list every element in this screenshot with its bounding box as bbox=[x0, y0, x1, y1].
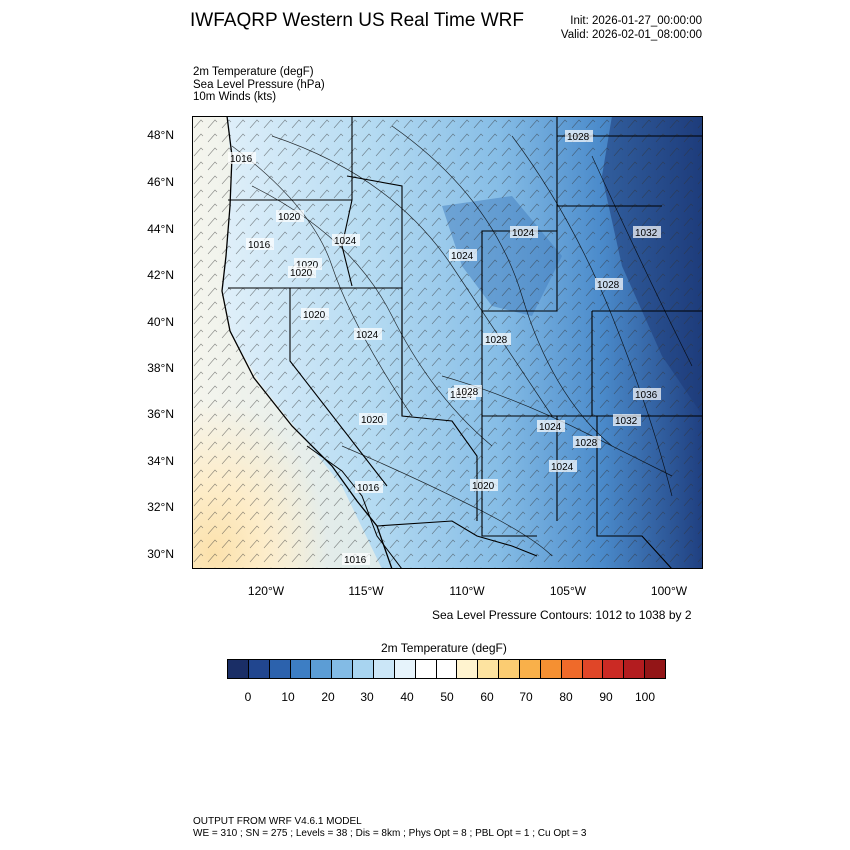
map-frame bbox=[192, 116, 703, 569]
colorbar-tick: 70 bbox=[519, 690, 533, 704]
lon-label: 110°W bbox=[449, 584, 485, 598]
contour-label: 1024 bbox=[551, 462, 574, 473]
field-pressure: Sea Level Pressure (hPa) bbox=[193, 78, 325, 91]
colorbar-tick: 0 bbox=[244, 690, 252, 704]
slp-contour-note: Sea Level Pressure Contours: 1012 to 103… bbox=[432, 608, 692, 622]
colorbar-bin bbox=[290, 660, 312, 678]
lat-label: 36°N bbox=[147, 407, 174, 421]
colorbar-tick: 60 bbox=[480, 690, 494, 704]
contour-label: 1016 bbox=[248, 240, 271, 251]
colorbar-bin bbox=[269, 660, 291, 678]
colorbar-tick: 10 bbox=[281, 690, 295, 704]
lat-label: 34°N bbox=[147, 454, 174, 468]
contour-label: 1020 bbox=[296, 260, 319, 271]
colorbar-bin bbox=[478, 660, 500, 678]
baja-coast bbox=[306, 445, 403, 569]
colorbar-tick: 90 bbox=[599, 690, 613, 704]
lat-label: 30°N bbox=[147, 547, 174, 561]
colorbar-title: 2m Temperature (degF) bbox=[381, 641, 507, 655]
contour-label: 1028 bbox=[456, 387, 479, 398]
colorbar-bin bbox=[353, 660, 375, 678]
contour-label: 1024 bbox=[512, 228, 535, 239]
contour-label: 1024 bbox=[451, 251, 474, 262]
pressure-contours bbox=[231, 125, 693, 557]
contour-label: 1036 bbox=[635, 390, 658, 401]
lat-label: 44°N bbox=[147, 222, 174, 236]
init-time: Init: 2026-01-27_00:00:00 bbox=[570, 15, 702, 27]
footer-config-line: WE = 310 ; SN = 275 ; Levels = 38 ; Dis … bbox=[193, 828, 587, 839]
colorbar-tick: 30 bbox=[360, 690, 374, 704]
colorbar-bin bbox=[561, 660, 583, 678]
time-info: Init: 2026-01-27_00:00:00 Valid: 2026-02… bbox=[561, 14, 702, 42]
contour-label: 1028 bbox=[597, 280, 620, 291]
contour-label: 1028 bbox=[485, 335, 508, 346]
valid-time: Valid: 2026-02-01_08:00:00 bbox=[560, 29, 702, 41]
wind-barbs bbox=[192, 116, 703, 569]
colorbar-bin bbox=[332, 660, 354, 678]
colorbar-bin bbox=[603, 660, 625, 678]
lon-label: 100°W bbox=[650, 584, 688, 598]
contour-label: 1024 bbox=[539, 422, 562, 433]
temperature-map: 1016 1020 1016 1020 1024 1020 1024 1024 … bbox=[192, 116, 703, 569]
lon-label: 120°W bbox=[247, 584, 285, 598]
colorbar-bin bbox=[624, 660, 646, 678]
colorbar-bin bbox=[645, 660, 666, 678]
lat-label: 46°N bbox=[147, 175, 174, 189]
lat-label: 32°N bbox=[147, 500, 174, 514]
contour-label: 1028 bbox=[567, 132, 590, 143]
colorbar-bin bbox=[499, 660, 521, 678]
colorbar-bin bbox=[582, 660, 604, 678]
footer: OUTPUT FROM WRF V4.6.1 MODEL WE = 310 ; … bbox=[193, 816, 586, 840]
colorbar-bin bbox=[311, 660, 333, 678]
lon-label: 115°W bbox=[348, 584, 384, 598]
colorbar-bin bbox=[374, 660, 395, 678]
contour-label: 1032 bbox=[615, 416, 638, 427]
lat-label: 48°N bbox=[147, 128, 174, 142]
colorbar-bin bbox=[228, 660, 249, 678]
colorbar-tick: 40 bbox=[400, 690, 414, 704]
contour-label: 1020 bbox=[290, 268, 313, 279]
lat-label: 42°N bbox=[147, 268, 174, 282]
colorbar-bin bbox=[394, 660, 416, 678]
colorbar-bin bbox=[248, 660, 270, 678]
contour-label: 1020 bbox=[472, 481, 495, 492]
coastline bbox=[221, 116, 393, 569]
colorbar-tick: 20 bbox=[321, 690, 335, 704]
colorbar bbox=[227, 659, 666, 679]
contour-label: 1020 bbox=[278, 212, 301, 223]
contour-label: 1016 bbox=[344, 555, 367, 566]
colorbar-bin bbox=[436, 660, 458, 678]
contour-label: 1032 bbox=[635, 228, 658, 239]
colorbar-bin bbox=[457, 660, 479, 678]
lat-label: 38°N bbox=[147, 361, 174, 375]
colorbar-tick: 100 bbox=[634, 690, 656, 704]
colorbar-tick: 80 bbox=[559, 690, 573, 704]
colorbar-bin bbox=[520, 660, 541, 678]
field-list: 2m Temperature (degF) Sea Level Pressure… bbox=[193, 66, 325, 104]
field-temperature: 2m Temperature (degF) bbox=[193, 66, 314, 78]
field-winds: 10m Winds (kts) bbox=[193, 91, 277, 103]
map-title: IWFAQRP Western US Real Time WRF bbox=[190, 10, 524, 31]
lon-label: 105°W bbox=[549, 584, 587, 598]
contour-label: 1016 bbox=[357, 483, 380, 494]
contour-label: 1028 bbox=[575, 438, 598, 449]
footer-model-line: OUTPUT FROM WRF V4.6.1 MODEL bbox=[193, 816, 362, 827]
contour-label: 1024 bbox=[334, 236, 357, 247]
colorbar-bin bbox=[415, 660, 437, 678]
contour-label: 1020 bbox=[303, 310, 326, 321]
contour-label: 1024 bbox=[356, 330, 379, 341]
contour-label: 1020 bbox=[361, 415, 384, 426]
colorbar-bin bbox=[540, 660, 562, 678]
colorbar-tick: 50 bbox=[440, 690, 454, 704]
contour-labels: 1016 1020 1016 1020 1024 1020 1024 1024 … bbox=[228, 130, 661, 566]
contour-label: 1016 bbox=[230, 154, 253, 165]
lat-label: 40°N bbox=[147, 315, 174, 329]
